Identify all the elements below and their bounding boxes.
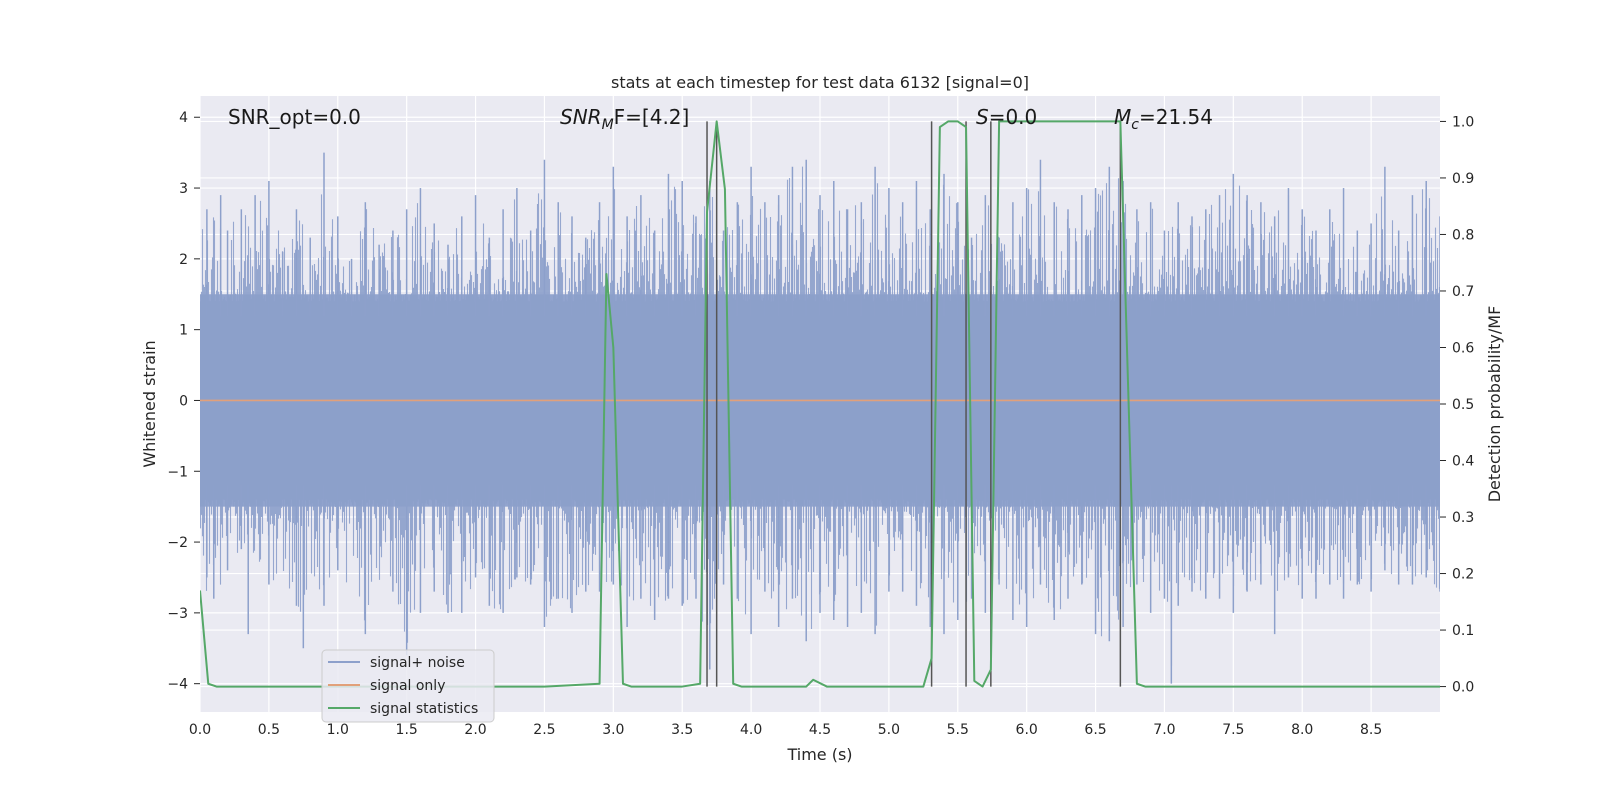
y2-tick-label-1: 0.9 (1452, 171, 1474, 187)
y2-tick-label-7: 0.3 (1452, 510, 1474, 526)
y-tick-label-4: 0 (179, 393, 188, 409)
annotation-snr-mf-rest: F=[4.2] (614, 105, 690, 129)
y-tick-label-7: −3 (167, 606, 188, 622)
annotation-snr-mf: SNRMF=[4.2] (560, 105, 689, 133)
signal-statistics-line (200, 120, 1440, 688)
y-tick-label-0: 4 (179, 110, 188, 126)
y2-tick-label-2: 0.8 (1452, 227, 1474, 243)
x-tick-label-6: 3.0 (602, 722, 624, 738)
legend-label-statistics: signal statistics (370, 701, 478, 717)
y2-tick-label-4: 0.6 (1452, 340, 1474, 356)
chart-title: stats at each timestep for test data 613… (611, 73, 1029, 92)
legend-label-noise: signal+ noise (370, 655, 465, 671)
x-tick-label-5: 2.5 (533, 722, 555, 738)
y-tick-label-1: 3 (179, 181, 188, 197)
annotation-mc-var: M (1114, 105, 1131, 129)
legend-box (321, 649, 495, 723)
x-tick-label-16: 8.0 (1291, 722, 1313, 738)
y-ticks-right: 1.0 0.9 0.8 0.7 0.6 0.5 0.4 0.3 0.2 0.1 0.0 (1440, 114, 1474, 696)
y-ticks-left: 4 3 2 1 0 −1 −2 −3 −4 (167, 110, 200, 693)
annotation-snr-opt: SNR_opt=0.0 (228, 105, 361, 129)
x-tick-label-15: 7.5 (1222, 722, 1244, 738)
y2-tick-label-10: 0.0 (1452, 680, 1474, 696)
annotation-s: S=0.0 (976, 105, 1037, 129)
x-tick-label-7: 3.5 (671, 722, 693, 738)
x-axis-label: Time (s) (786, 745, 852, 764)
x-tick-label-13: 6.5 (1084, 722, 1106, 738)
x-tick-label-14: 7.0 (1153, 722, 1175, 738)
x-tick-label-2: 1.0 (327, 722, 349, 738)
x-tick-label-1: 0.5 (258, 722, 280, 738)
x-tick-label-11: 5.5 (947, 722, 969, 738)
y-axis-label-right: Detection probability/MF (1485, 306, 1504, 503)
x-tick-label-8: 4.0 (740, 722, 762, 738)
x-tick-label-0: 0.0 (189, 722, 211, 738)
annotation-snr-mf-main: SNR (560, 105, 602, 129)
x-ticks: 0.0 0.5 1.0 1.5 2.0 2.5 3.0 3.5 4.0 4.5 5.0 5.5 6.0 6… (189, 722, 1382, 738)
y2-tick-label-8: 0.2 (1452, 567, 1474, 583)
annotation-mc: Mc=21.54 (1114, 105, 1213, 133)
annotation-mc-sub: c (1131, 117, 1139, 133)
y2-tick-label-9: 0.1 (1452, 623, 1474, 639)
signal-statistics-series (200, 120, 1440, 688)
x-tick-label-4: 2.0 (464, 722, 486, 738)
x-tick-label-9: 4.5 (809, 722, 831, 738)
annotation-s-rest: =0.0 (989, 105, 1038, 129)
y-tick-label-5: −1 (167, 464, 188, 480)
y-tick-label-3: 1 (179, 323, 188, 339)
y-tick-label-6: −2 (167, 535, 188, 551)
y2-tick-label-0: 1.0 (1452, 114, 1474, 130)
y-tick-label-8: −4 (167, 677, 188, 693)
x-tick-label-3: 1.5 (396, 722, 418, 738)
annotation-snr-mf-sub: M (602, 117, 614, 133)
y2-tick-label-5: 0.5 (1452, 397, 1474, 413)
y2-tick-label-3: 0.7 (1452, 284, 1474, 300)
x-tick-label-12: 6.0 (1016, 722, 1038, 738)
legend-label-signal-only: signal only (370, 678, 445, 694)
y2-tick-label-6: 0.4 (1452, 454, 1474, 470)
annotation-mc-rest: =21.54 (1139, 105, 1213, 129)
x-tick-label-10: 5.0 (878, 722, 900, 738)
annotation-s-var: S (976, 105, 989, 129)
y-axis-label-left: Whitened strain (140, 340, 159, 467)
signal-noise-series (200, 152, 1440, 684)
y-tick-label-2: 2 (179, 252, 188, 268)
legend: signal+ noise signal only signal statist… (321, 649, 495, 723)
x-tick-label-17: 8.5 (1360, 722, 1382, 738)
